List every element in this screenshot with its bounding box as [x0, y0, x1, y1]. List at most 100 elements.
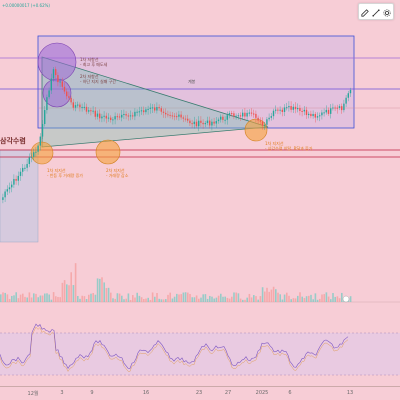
candle-body: [180, 114, 182, 118]
volume-bar: [198, 298, 200, 302]
volume-bar: [195, 295, 198, 302]
trendline-icon[interactable]: [372, 2, 380, 21]
volume-bar: [118, 293, 121, 302]
candle-body: [160, 108, 162, 112]
volume-bar: [110, 292, 112, 302]
volume-bar: [277, 292, 279, 302]
candle-body: [6, 189, 8, 192]
volume-bar: [35, 293, 37, 302]
volume-bar: [162, 299, 165, 302]
volume-bar: [220, 293, 222, 302]
pencil-icon[interactable]: [361, 2, 369, 21]
volume-bar: [94, 294, 97, 302]
candle-body: [193, 121, 195, 125]
candle-body: [22, 167, 24, 172]
candle-body: [48, 90, 50, 98]
candle-body: [288, 106, 290, 108]
volume-bar: [99, 278, 101, 302]
rsi-band: [0, 333, 400, 375]
volume-bar: [246, 297, 248, 302]
candle-body: [44, 110, 46, 125]
volume-bar: [15, 292, 17, 302]
volume-bar: [121, 295, 123, 302]
candle-body: [140, 110, 143, 112]
support-circle: [30, 141, 54, 165]
candle-body: [15, 178, 17, 181]
candle-body: [290, 106, 292, 110]
volume-bar: [169, 292, 171, 302]
volume-bar: [341, 292, 343, 302]
annotation-peak2-text: - 하단 지지 실패 구간: [80, 79, 116, 84]
volume-bar: [79, 298, 81, 302]
volume-bar: [349, 296, 352, 302]
candle-body: [301, 110, 303, 112]
volume-bar: [140, 297, 143, 302]
candle-body: [50, 78, 52, 91]
volume-bar: [44, 293, 46, 302]
volume-bar: [158, 298, 160, 302]
candle-body: [338, 106, 341, 108]
volume-bar: [233, 292, 235, 302]
volume-bar: [68, 285, 70, 302]
volume-bar: [215, 297, 218, 302]
candle-body: [81, 106, 83, 108]
time-axis[interactable]: 12월 3 9 16 23 27 2025 6 13: [0, 386, 400, 400]
volume-bar: [264, 291, 266, 302]
volume-bar: [184, 292, 187, 302]
candle-body: [226, 115, 228, 120]
volume-bar: [13, 295, 15, 302]
annotation-support3: 1차 지지선 - 삼각수렴 이탈, RSI과 증가: [265, 141, 312, 151]
volume-bar: [127, 293, 130, 302]
candle-body: [37, 145, 39, 152]
x-label: 2025: [255, 390, 269, 396]
candle-body: [96, 113, 99, 117]
volume-bar: [308, 295, 310, 302]
candle-body: [68, 96, 70, 98]
volume-bar: [165, 299, 167, 302]
candle-body: [206, 120, 209, 124]
volume-bar: [173, 296, 176, 302]
candle-body: [246, 112, 248, 117]
volume-bar: [4, 292, 6, 302]
volume-bar: [191, 297, 193, 302]
volume-bar: [235, 292, 237, 302]
candle-body: [171, 115, 173, 117]
candle-body: [209, 120, 211, 126]
candle-body: [90, 110, 92, 112]
volume-bar: [323, 294, 325, 302]
volume-bar: [202, 294, 204, 302]
volume-bar: [77, 295, 79, 302]
candle-body: [92, 110, 94, 112]
volume-bar: [176, 293, 178, 302]
candle-body: [33, 152, 35, 157]
candle-body: [145, 109, 147, 113]
candle-body: [30, 156, 33, 158]
volume-bar: [286, 292, 288, 302]
settings-icon[interactable]: [383, 2, 391, 21]
annotation-support3-text: - 삼각수렴 이탈, RSI과 증가: [265, 146, 313, 151]
volume-bar: [283, 294, 286, 302]
volume-bar: [50, 299, 53, 302]
volume-bar: [244, 299, 246, 302]
candle-body: [231, 113, 233, 115]
candle-body: [46, 97, 48, 111]
annotation-support1-text: - 반등 후 거래량 증가: [47, 173, 83, 178]
volume-bar: [88, 294, 90, 302]
candle-body: [345, 97, 347, 104]
volume-bar: [156, 293, 158, 302]
volume-bar: [178, 294, 180, 302]
volume-bar: [37, 297, 39, 302]
candle-body: [220, 116, 222, 120]
candle-body: [114, 116, 116, 120]
candle-body: [211, 121, 213, 126]
drawing-toolbox[interactable]: [358, 3, 394, 20]
candle-body: [286, 107, 288, 109]
candle-body: [59, 81, 61, 83]
candle-body: [255, 113, 257, 118]
candle-body: [134, 111, 136, 117]
candle-body: [217, 119, 220, 122]
candle-body: [319, 115, 321, 117]
volume-bar: [138, 295, 141, 302]
